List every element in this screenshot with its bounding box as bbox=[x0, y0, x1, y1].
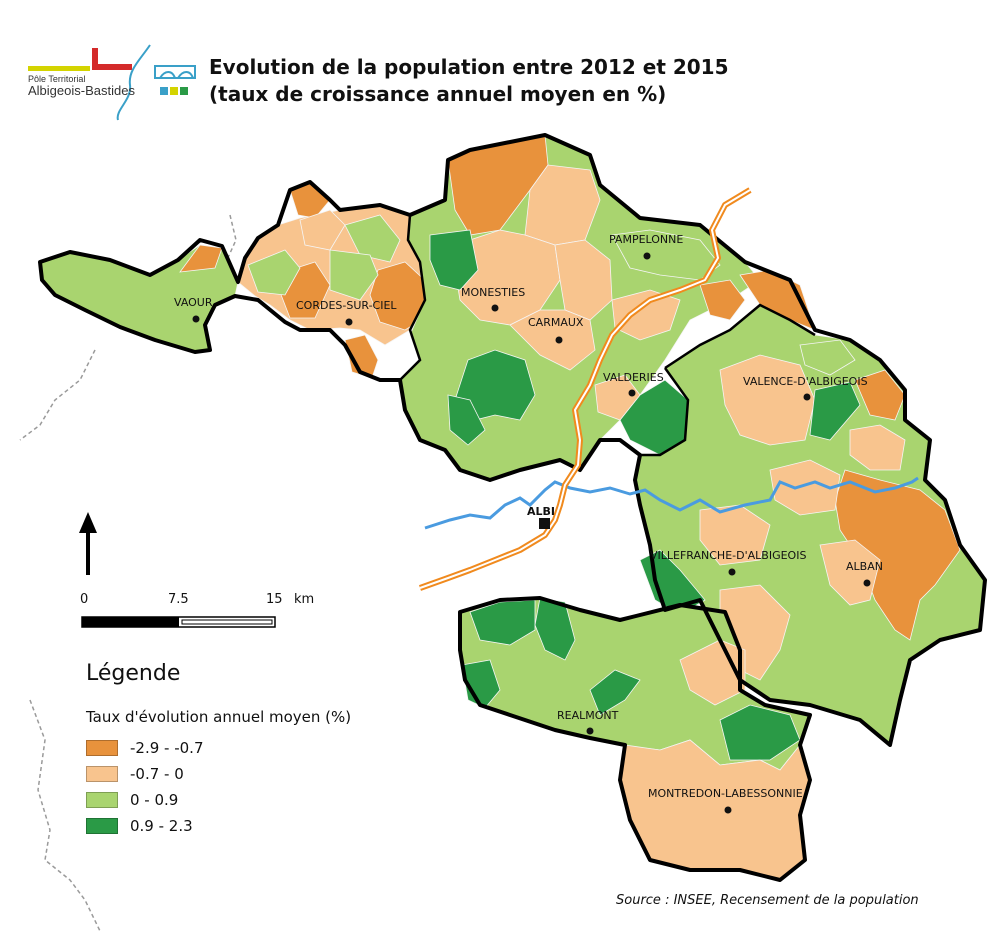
city-point-icon bbox=[491, 304, 499, 312]
city-point-icon bbox=[803, 393, 811, 401]
territory-north-central bbox=[399, 134, 816, 481]
scale-unit: km bbox=[294, 592, 315, 607]
city-points bbox=[192, 252, 871, 814]
city-label: VAOUR bbox=[174, 296, 213, 309]
road-center bbox=[419, 189, 751, 589]
logo-icon bbox=[28, 44, 196, 121]
legend-label: 0.9 - 2.3 bbox=[130, 817, 193, 835]
city-point-icon bbox=[863, 579, 871, 587]
city-point-icon bbox=[724, 806, 732, 814]
territory-north-west bbox=[39, 181, 431, 379]
scale-bar bbox=[81, 616, 276, 628]
city-point-icon bbox=[628, 389, 636, 397]
scale-tick-1: 7.5 bbox=[168, 592, 189, 607]
city-point-icon bbox=[192, 315, 200, 323]
logo-small-text: Pôle Territorial bbox=[28, 74, 86, 84]
river bbox=[424, 476, 919, 530]
legend-label: -0.7 - 0 bbox=[130, 765, 184, 783]
prefecture-square-icon bbox=[539, 518, 550, 529]
city-point-icon bbox=[586, 727, 594, 735]
city-label: MONESTIES bbox=[461, 286, 525, 299]
city-label: ALBI bbox=[527, 505, 555, 518]
city-label: CORDES-SUR-CIEL bbox=[296, 299, 397, 312]
city-label: PAMPELONNE bbox=[609, 233, 683, 246]
logo-text: Pôle Territorial Albigeois-Bastides bbox=[28, 73, 135, 97]
legend-label: 0 - 0.9 bbox=[130, 791, 179, 809]
north-arrow-icon bbox=[79, 512, 97, 575]
city-label: CARMAUX bbox=[528, 316, 584, 329]
legend-swatch bbox=[86, 740, 118, 756]
city-label: REALMONT bbox=[557, 709, 619, 722]
city-point-icon bbox=[555, 336, 563, 344]
legend-subtitle: Taux d'évolution annuel moyen (%) bbox=[86, 708, 352, 726]
legend-label: -2.9 - -0.7 bbox=[130, 739, 204, 757]
page-title: Evolution de la population entre 2012 et… bbox=[209, 54, 729, 108]
title-line-2: (taux de croissance annuel moyen en %) bbox=[209, 82, 667, 106]
legend-swatch bbox=[86, 818, 118, 834]
legend-swatch bbox=[86, 792, 118, 808]
scale-tick-2: 15 bbox=[266, 592, 283, 607]
legend-title: Légende bbox=[86, 661, 181, 686]
title-line-1: Evolution de la population entre 2012 et… bbox=[209, 55, 729, 79]
legend-swatch bbox=[86, 766, 118, 782]
legend-item: -2.9 - -0.7 bbox=[86, 739, 203, 757]
city-label: VALDERIES bbox=[603, 371, 664, 384]
city-label: VALENCE-D'ALBIGEOIS bbox=[743, 375, 868, 388]
city-point-icon bbox=[643, 252, 651, 260]
logo-big-text: Albigeois-Bastides bbox=[28, 83, 135, 98]
scale-tick-0: 0 bbox=[80, 592, 89, 607]
city-label: MONTREDON-LABESSONNIE bbox=[648, 787, 803, 800]
internal-boundaries bbox=[399, 214, 816, 457]
city-label: VILLEFRANCHE-D'ALBIGEOIS bbox=[650, 549, 806, 562]
legend-item: 0.9 - 2.3 bbox=[86, 817, 193, 835]
territory-boundaries bbox=[38, 133, 987, 882]
outer-dashed-boundaries bbox=[19, 214, 237, 931]
city-point-icon bbox=[345, 318, 353, 326]
city-labels: PAMPELONNE VAOUR CORDES-SUR-CIEL MONESTI… bbox=[174, 233, 883, 800]
city-point-icon bbox=[728, 568, 736, 576]
city-label: ALBAN bbox=[846, 560, 883, 573]
source-note: Source : INSEE, Recensement de la popula… bbox=[616, 893, 919, 908]
legend-item: 0 - 0.9 bbox=[86, 791, 178, 809]
legend-item: -0.7 - 0 bbox=[86, 765, 184, 783]
